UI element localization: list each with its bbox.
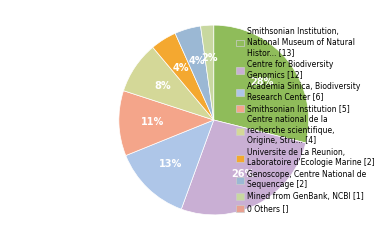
Text: 13%: 13% [159,159,182,169]
Wedge shape [126,120,214,209]
Wedge shape [201,25,214,120]
Wedge shape [119,91,214,156]
Text: 26%: 26% [231,169,254,180]
Text: 4%: 4% [173,63,189,73]
Text: 8%: 8% [154,80,171,90]
Wedge shape [181,120,306,215]
Wedge shape [124,47,214,120]
Text: 28%: 28% [251,77,274,87]
Wedge shape [214,25,309,143]
Text: 2%: 2% [201,54,218,63]
Legend: Smithsonian Institution,
National Museum of Natural
Histor... [13], Centre for B: Smithsonian Institution, National Museum… [235,26,376,214]
Text: 4%: 4% [188,56,205,66]
Wedge shape [175,26,214,120]
Text: 11%: 11% [141,117,164,127]
Wedge shape [153,33,214,120]
